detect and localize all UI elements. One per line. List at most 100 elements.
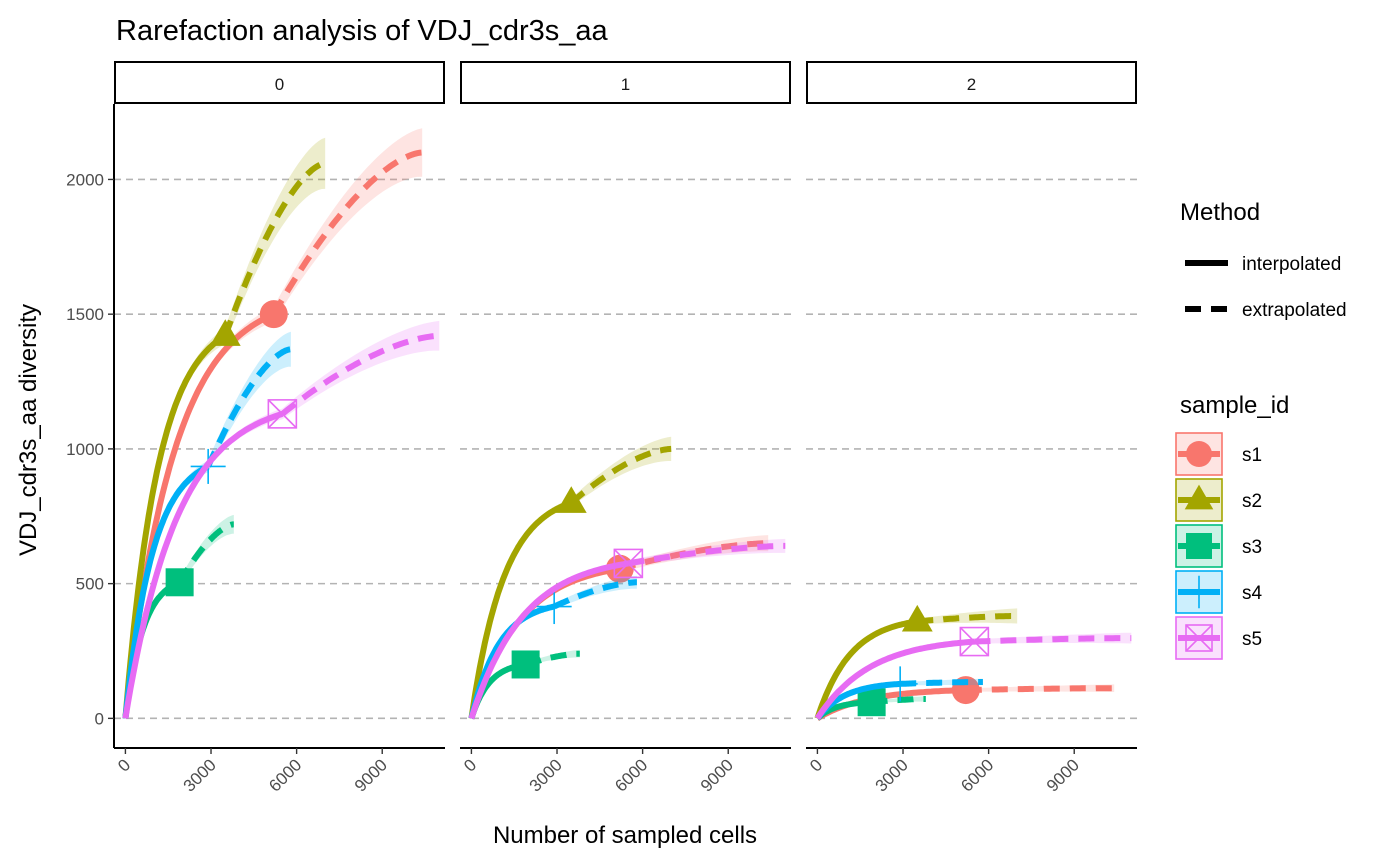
facet-strip-0 [114, 61, 445, 104]
series-s2 [468, 436, 672, 719]
y-axis-title: VDJ_cdr3s_aa diversity [15, 304, 42, 556]
facet-strip-label: 1 [621, 75, 630, 94]
x-tick-label: 3000 [180, 755, 220, 795]
observed-point-s5-d2 [959, 626, 989, 657]
confidence-band-s5 [817, 632, 1132, 719]
x-tick-label: 6000 [265, 755, 305, 795]
series-s5 [122, 320, 440, 719]
observed-point-s5 [267, 399, 298, 429]
observed-point-s5-box [267, 399, 298, 429]
extrapolated-line-s4 [552, 579, 637, 610]
x-tick-label: 6000 [611, 755, 651, 795]
legend-method-title: Method [1180, 199, 1260, 226]
y-tick-label: 1500 [66, 305, 104, 324]
legend-key-shape-s5-d2 [1185, 624, 1213, 652]
observed-point-s2 [555, 486, 587, 513]
legend-key-shape-s2 [1184, 484, 1214, 510]
x-tick-label: 0 [460, 755, 480, 775]
extrapolated-line-s2 [916, 613, 1018, 625]
legend-key-s1 [1175, 432, 1223, 476]
x-tick-label: 0 [806, 755, 826, 775]
legend-label-interpolated: interpolated [1242, 254, 1341, 275]
legend-key-s3 [1175, 524, 1223, 568]
interpolated-line-s2 [122, 333, 227, 719]
chart-title: Rarefaction analysis of VDJ_cdr3s_aa [116, 15, 609, 47]
y-tick-label: 1000 [66, 440, 104, 459]
facet-strip-1 [460, 61, 791, 104]
observed-point-s4 [536, 589, 572, 625]
y-tick-label: 500 [76, 575, 104, 594]
legend-key-s4 [1175, 570, 1223, 614]
observed-point-s1 [259, 300, 288, 329]
extrapolated-line-s5 [974, 635, 1132, 645]
extrapolated-line-s4 [205, 346, 292, 468]
x-tick-label: 0 [114, 755, 134, 775]
observed-point-s3 [165, 568, 194, 597]
series-s2 [814, 604, 1018, 720]
legend-sample-title: sample_id [1180, 392, 1289, 419]
legend-key-shape-s1 [1186, 441, 1212, 467]
interpolated-line-s5 [122, 411, 284, 719]
facet-strip-label: 0 [275, 75, 284, 94]
x-tick-label: 3000 [526, 755, 566, 795]
legend-key-shape-s4 [1182, 575, 1216, 609]
extrapolated-line-s5 [627, 542, 786, 567]
series-s3 [815, 688, 926, 721]
legend-key-s5 [1175, 616, 1223, 660]
observed-point-s2 [209, 319, 241, 346]
confidence-band-s2 [125, 137, 326, 719]
legend-label-extrapolated: extrapolated [1242, 300, 1347, 321]
legend-label-s4: s4 [1242, 583, 1263, 604]
observed-point-s4 [882, 666, 918, 702]
observed-point-s5-d2 [267, 399, 297, 429]
legend-label-s5: s5 [1242, 629, 1262, 650]
x-axis-title: Number of sampled cells [493, 822, 757, 849]
legend-label-s3: s3 [1242, 537, 1262, 558]
legend-label-s2: s2 [1242, 491, 1262, 512]
interpolated-line-s4 [122, 463, 210, 719]
observed-point-s5 [959, 626, 990, 657]
observed-point-s5-d2 [613, 548, 643, 578]
series-s5 [468, 538, 786, 720]
observed-point-s5-box [959, 626, 990, 657]
extrapolated-line-s2 [569, 445, 672, 506]
extrapolated-line-s2 [222, 160, 326, 337]
series-s2 [122, 137, 326, 719]
facet-panels: 0 0 500 1000 1500 2000 0 3000 6000 9000 1 0 3000 6000… [66, 61, 1137, 796]
legend-key-s2 [1175, 478, 1223, 522]
facet-strip-label: 2 [967, 75, 976, 94]
y-tick-label: 2000 [66, 170, 104, 189]
legend: Method interpolated extrapolated sample_ids… [1175, 199, 1347, 660]
series-s5 [814, 626, 1132, 721]
legend-key-shape-s5 [1185, 624, 1213, 652]
observed-point-s5-box [613, 548, 644, 579]
legend-key-shape-s3 [1186, 533, 1212, 559]
facet-panel-1: 1 0 3000 6000 9000 [460, 61, 791, 796]
interpolated-line-s5 [814, 638, 975, 721]
facet-panel-0: 0 0 500 1000 1500 2000 0 3000 6000 9000 [66, 61, 445, 796]
confidence-band-s5 [125, 320, 440, 719]
interpolated-line-s2 [468, 499, 573, 719]
facet-panel-2: 2 0 3000 6000 9000 [806, 61, 1137, 796]
series-s3 [468, 649, 580, 720]
extrapolated-line-s5 [280, 332, 440, 417]
x-tick-label: 9000 [697, 755, 737, 795]
facet-strip-2 [806, 61, 1137, 104]
extrapolated-line-s1 [271, 149, 423, 316]
observed-point-s3 [857, 688, 886, 717]
observed-point-s3 [511, 650, 540, 679]
x-tick-label: 3000 [872, 755, 912, 795]
x-tick-label: 9000 [351, 755, 391, 795]
x-tick-label: 9000 [1043, 755, 1083, 795]
observed-point-s5 [613, 548, 644, 579]
interpolated-line-s5 [468, 560, 629, 720]
y-tick-label: 0 [95, 709, 104, 728]
legend-label-s1: s1 [1242, 445, 1262, 466]
x-tick-label: 6000 [957, 755, 997, 795]
interpolated-line-s2 [814, 618, 919, 720]
confidence-band-s3 [125, 514, 234, 719]
observed-point-s2 [901, 604, 933, 632]
legend-key-shape-s5-box [1185, 624, 1213, 652]
confidence-band-s4 [125, 331, 291, 719]
